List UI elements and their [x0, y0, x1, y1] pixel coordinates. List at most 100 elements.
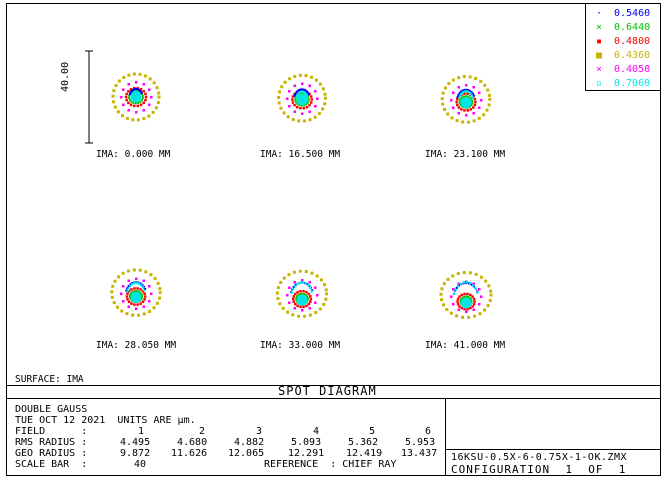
spot-marker [463, 295, 466, 298]
legend-wavelength: 0.5460 [614, 8, 651, 19]
rms-value: 5.362 [348, 437, 379, 448]
spot-marker [465, 114, 468, 117]
spot-marker [307, 302, 311, 306]
spot-marker [321, 107, 325, 111]
spot-marker [120, 292, 123, 295]
spot-marker [117, 275, 121, 279]
spot-marker [115, 305, 119, 309]
spot-marker [313, 105, 317, 108]
spot-marker [301, 292, 304, 295]
spot-marker [304, 270, 308, 274]
spot-marker [469, 298, 472, 301]
spot-marker [291, 117, 295, 121]
spot-marker [489, 293, 493, 297]
spot-marker [469, 108, 472, 111]
spot-marker [298, 104, 301, 107]
spot-marker [304, 282, 307, 285]
field-number: 5 [369, 426, 376, 437]
spot-marker [472, 308, 475, 311]
spot-marker [113, 279, 117, 283]
spot-plots [85, 50, 493, 319]
legend-row: × 0.6440 [586, 21, 660, 34]
spot-marker [466, 292, 469, 296]
spot-marker [112, 100, 116, 104]
spot-marker [457, 282, 460, 286]
spot-marker [129, 294, 132, 297]
spot-marker [282, 111, 286, 115]
spot-marker [305, 103, 308, 106]
spot-marker [462, 75, 466, 79]
spot-marker [447, 82, 451, 86]
field-caption: IMA: 28.050 MM [96, 340, 177, 351]
spot-marker [468, 296, 471, 299]
spot-marker [441, 91, 445, 95]
spot-marker [303, 293, 306, 296]
spot-marker [452, 91, 455, 94]
spot-marker [310, 98, 313, 101]
spot-marker [139, 100, 142, 103]
spot-marker [456, 284, 460, 288]
spot-marker [318, 82, 322, 86]
spot-marker [305, 290, 308, 294]
spot-marker [157, 95, 161, 99]
spot-marker [156, 101, 160, 105]
field-number: 3 [256, 426, 263, 437]
spot-marker [302, 305, 305, 309]
spot-marker [139, 103, 143, 107]
field-caption: IMA: 16.500 MM [260, 149, 341, 160]
spot-marker [454, 288, 457, 291]
spot-marker [309, 300, 312, 304]
spot-marker [135, 81, 138, 84]
geo-row-label: GEO RADIUS : [15, 448, 88, 459]
spot-marker [449, 311, 453, 315]
spot-marker [308, 286, 312, 290]
spot-marker [472, 86, 475, 89]
spot-marker [306, 297, 309, 300]
spot-marker [275, 291, 279, 295]
spot-marker [452, 106, 455, 109]
spot-marker [126, 292, 129, 295]
field-number: 6 [425, 426, 432, 437]
spot-marker [125, 98, 128, 102]
geo-value: 12.419 [346, 448, 383, 459]
spot-marker [148, 309, 152, 313]
spot-marker [140, 296, 143, 299]
spot-marker [155, 86, 159, 90]
spot-marker [456, 297, 460, 301]
legend-dot-marker: · [595, 8, 603, 19]
spot-marker [129, 292, 132, 295]
spot-marker [293, 284, 297, 288]
spot-marker [460, 108, 463, 111]
file-name: 16KSU-0.5X-6-0.75X-1-OK.ZMX [451, 452, 628, 463]
spot-marker [477, 91, 481, 94]
spot-marker [308, 313, 312, 317]
spot-marker [301, 112, 304, 115]
spot-marker [471, 283, 475, 287]
spot-plot [275, 269, 329, 318]
spot-marker [141, 300, 145, 304]
spot-marker [281, 306, 285, 310]
spot-marker [304, 74, 308, 78]
geo-value: 12.291 [288, 448, 325, 459]
spot-marker [472, 282, 475, 286]
spot-marker [440, 287, 444, 291]
spot-marker [120, 114, 124, 118]
spot-marker [138, 268, 142, 272]
spot-marker [291, 98, 294, 101]
date-units: TUE OCT 12 2021 UNITS ARE µm. [15, 415, 196, 426]
spot-marker [474, 77, 478, 81]
spot-marker [120, 309, 124, 313]
spot-marker [456, 300, 459, 303]
spot-marker [147, 114, 151, 118]
spot-marker [288, 286, 291, 289]
spot-marker [132, 72, 136, 76]
spot-marker [306, 283, 310, 287]
spot-marker [127, 101, 130, 105]
spot-marker [293, 306, 296, 310]
spot-marker [457, 308, 460, 311]
spot-marker [136, 287, 139, 290]
spot-marker [280, 85, 284, 89]
spot-marker [286, 310, 290, 314]
spot-marker [112, 301, 116, 305]
spot-plot [440, 75, 492, 124]
